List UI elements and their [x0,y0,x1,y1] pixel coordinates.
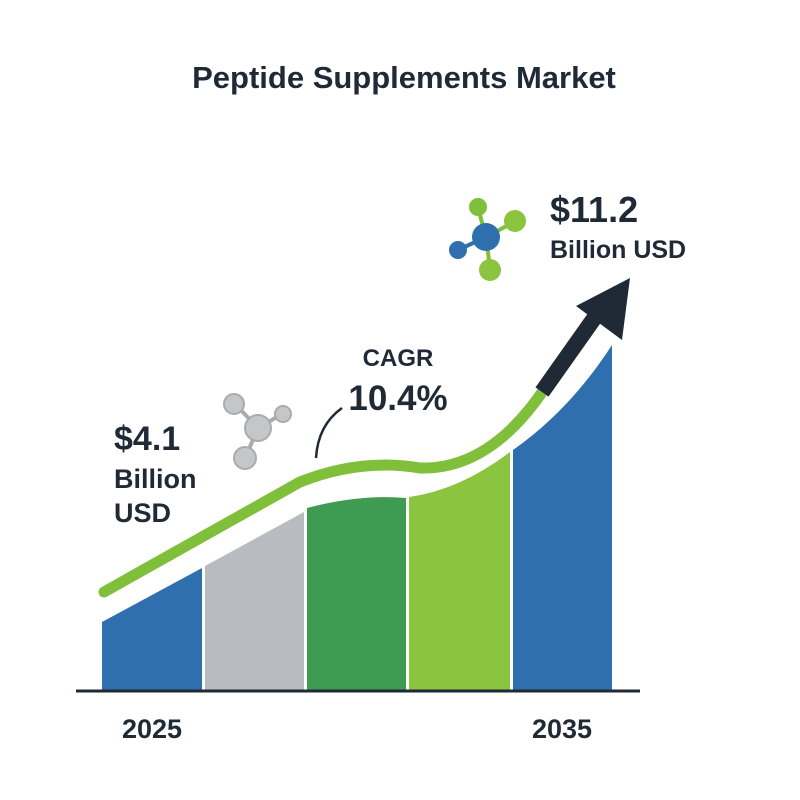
bar-shape [409,452,510,690]
end-year: 2035 [532,714,592,744]
bar-shape [307,497,406,690]
cagr-label: CAGR [363,345,434,372]
cagr-pointer [314,406,343,459]
growth-arrow [535,305,607,397]
arrow-head [576,278,630,340]
title: Peptide Supplements Market [192,60,616,95]
start-amount: $4.1 [114,420,180,458]
bar-shape [102,568,202,690]
bar-shape [513,345,612,690]
end-unit: Billion USD [550,236,686,264]
growth-curve [98,382,551,598]
cagr-value: 10.4% [348,379,447,418]
molecule-icon [449,198,526,281]
end-amount: $11.2 [550,189,638,230]
molecule-icon [223,393,292,470]
growth-bars [102,345,612,690]
start-unit: USD [114,498,171,528]
start-unit: Billion [114,464,197,494]
start-year: 2025 [122,714,182,744]
bar-shape [205,512,304,690]
